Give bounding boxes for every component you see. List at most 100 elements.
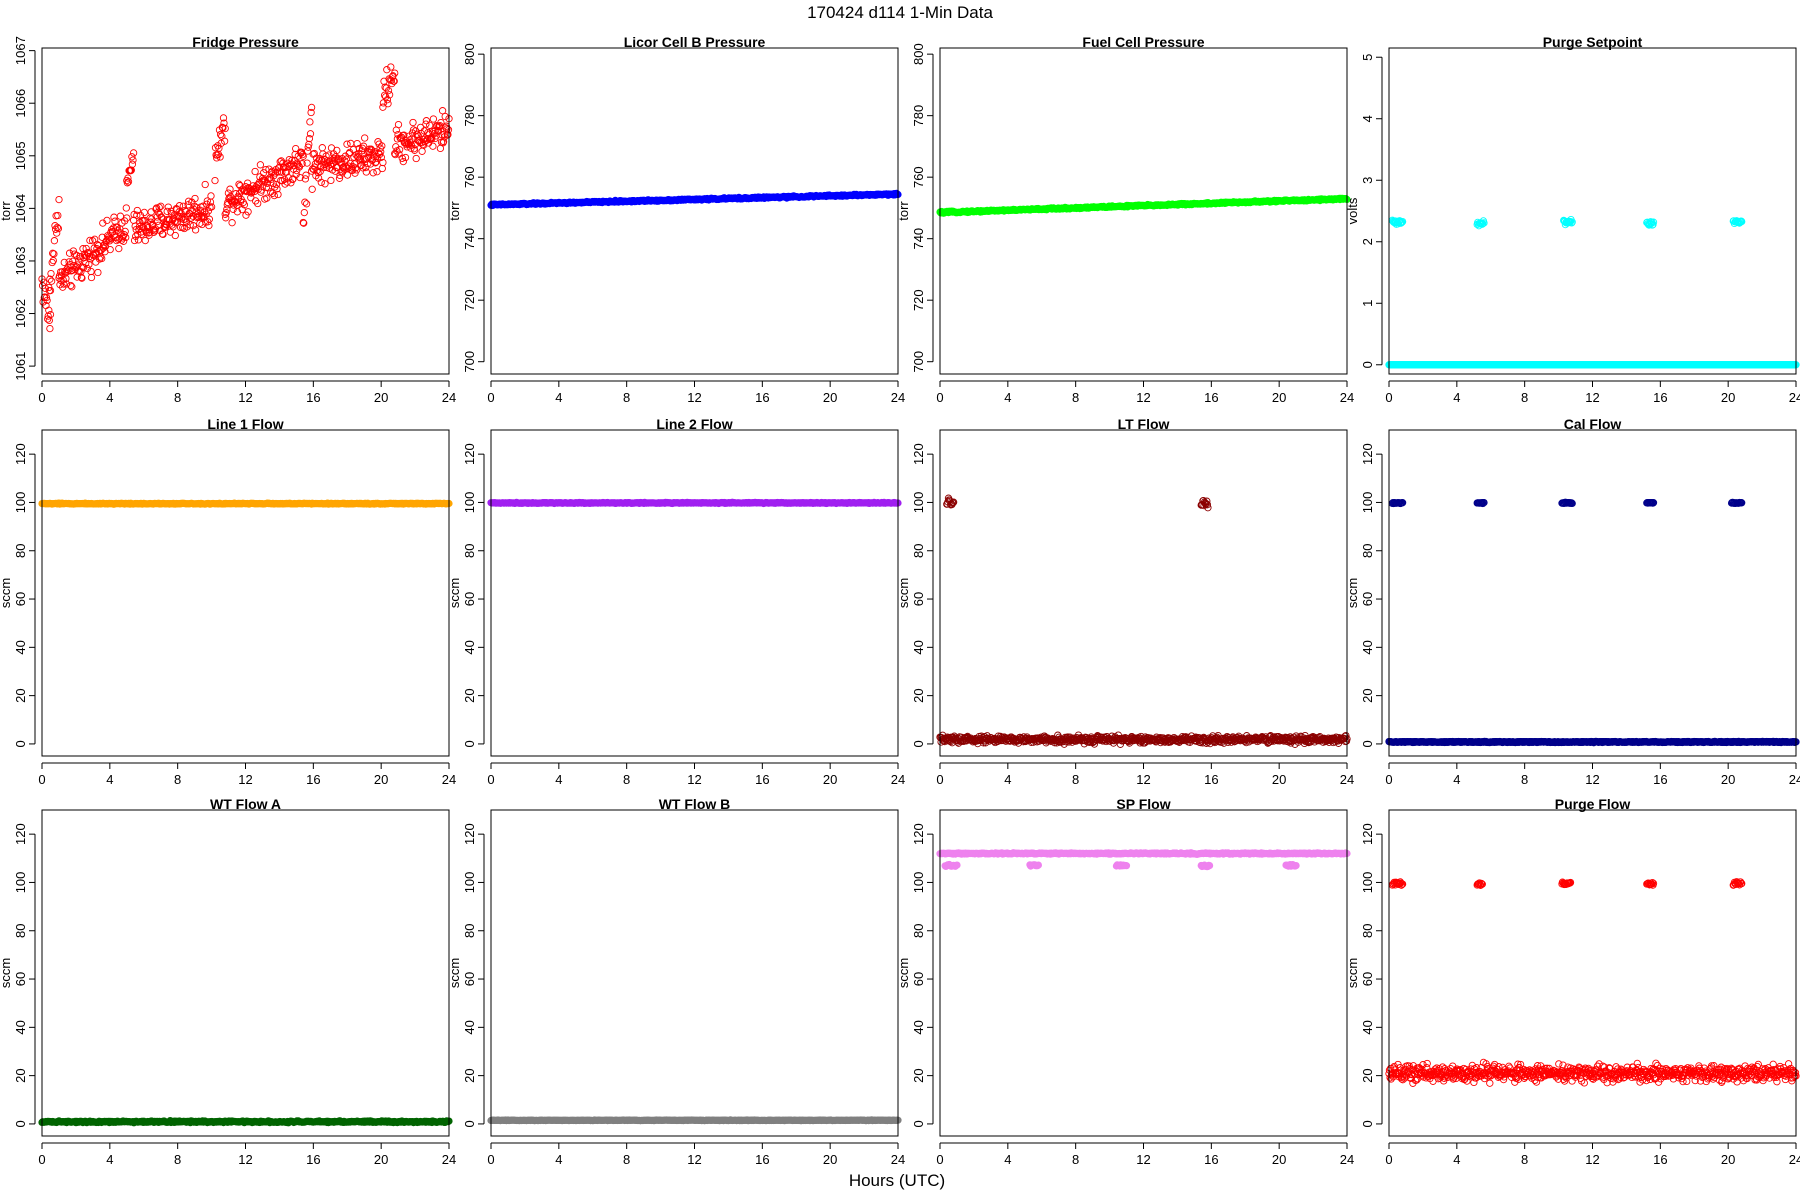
data-point (140, 208, 148, 217)
data-point (50, 250, 58, 258)
data-point (191, 194, 199, 203)
data-point (306, 118, 314, 126)
y-tick-label: 40 (13, 640, 28, 654)
data-point (116, 212, 125, 220)
data-point (228, 219, 236, 227)
x-axis: 0 4 8 12 16 20 24 (487, 380, 905, 405)
y-tick-label: 2 (1360, 238, 1375, 245)
data-point (163, 207, 171, 216)
data-point (435, 122, 443, 130)
x-tick-label: 16 (755, 390, 769, 405)
y-tick-label: 740 (462, 228, 477, 250)
data-point (285, 174, 293, 182)
x-tick-label: 4 (106, 390, 113, 405)
point-group (487, 189, 902, 210)
data-point (444, 130, 452, 139)
figure-xlabel: Hours (UTC) (849, 1171, 945, 1190)
data-point (420, 127, 428, 135)
data-point (78, 274, 86, 282)
x-tick-label: 24 (891, 772, 905, 787)
data-point (122, 204, 130, 212)
y-tick-label: 20 (911, 688, 926, 702)
data-point (270, 191, 278, 200)
y-axis-label: sccm (447, 578, 462, 608)
x-tick-label: 20 (1272, 390, 1286, 405)
data-point (222, 209, 230, 217)
y-tick-label: 40 (911, 640, 926, 654)
point-group (936, 494, 1351, 748)
x-axis: 0 4 8 12 16 20 24 (38, 762, 456, 787)
data-point (235, 180, 243, 188)
y-tick-label: 800 (911, 43, 926, 65)
data-point (379, 103, 387, 111)
y-tick-label: 760 (911, 166, 926, 188)
y-tick-label: 80 (13, 544, 28, 558)
y-tick-label: 40 (462, 640, 477, 654)
data-point (308, 185, 316, 193)
y-axis-label: torr (896, 201, 911, 221)
data-point (184, 197, 193, 205)
data-point (391, 150, 399, 159)
plot-frame (490, 429, 899, 757)
data-point (366, 148, 374, 156)
data-point (384, 86, 393, 95)
data-point (359, 142, 368, 150)
data-point (277, 157, 285, 165)
y-tick-label: 720 (462, 289, 477, 311)
data-point (400, 131, 408, 139)
data-point (335, 174, 344, 182)
y-tick-label: 0 (462, 740, 477, 747)
y-tick-label: 1065 (13, 141, 28, 170)
data-point (379, 158, 387, 167)
x-axis: 0 4 8 12 16 20 24 (936, 380, 1354, 405)
data-point (155, 203, 163, 211)
y-tick-label: 20 (462, 688, 477, 702)
data-point (44, 312, 52, 320)
y-axis-label: sccm (0, 578, 13, 608)
data-point (45, 306, 53, 314)
data-point (383, 96, 392, 104)
data-point (54, 224, 63, 233)
data-point (382, 84, 390, 92)
data-point (94, 268, 102, 277)
x-tick-label: 0 (38, 772, 45, 787)
data-point (363, 155, 371, 163)
data-point (412, 154, 420, 163)
data-point (191, 226, 200, 234)
data-point (216, 153, 224, 161)
data-point (135, 222, 144, 231)
data-point (220, 119, 228, 127)
data-point (310, 149, 318, 158)
x-tick-label: 0 (936, 772, 943, 787)
x-tick-label: 16 (1204, 390, 1218, 405)
data-point (129, 156, 137, 164)
data-point (399, 157, 407, 166)
x-tick-label: 0 (487, 772, 494, 787)
x-tick-label: 20 (1721, 390, 1735, 405)
data-point (62, 274, 70, 283)
data-point (272, 180, 281, 189)
data-point (53, 223, 61, 232)
panel-title: Fuel Cell Pressure (1082, 34, 1204, 50)
y-tick-label: 100 (911, 492, 926, 514)
data-point (238, 187, 246, 195)
data-point (269, 179, 277, 188)
data-point (88, 237, 97, 245)
data-point (211, 144, 220, 152)
data-point (50, 237, 59, 245)
y-tick-label: 1066 (13, 89, 28, 118)
data-point (300, 219, 308, 227)
y-tick-label: 20 (13, 688, 28, 702)
x-tick-label: 20 (374, 390, 388, 405)
data-point (216, 130, 225, 139)
y-tick-label: 4 (1360, 115, 1375, 122)
data-point (240, 201, 249, 209)
data-point (273, 168, 282, 176)
data-point (303, 159, 311, 167)
x-tick-label: 0 (936, 390, 943, 405)
plot-frame (1388, 47, 1797, 375)
